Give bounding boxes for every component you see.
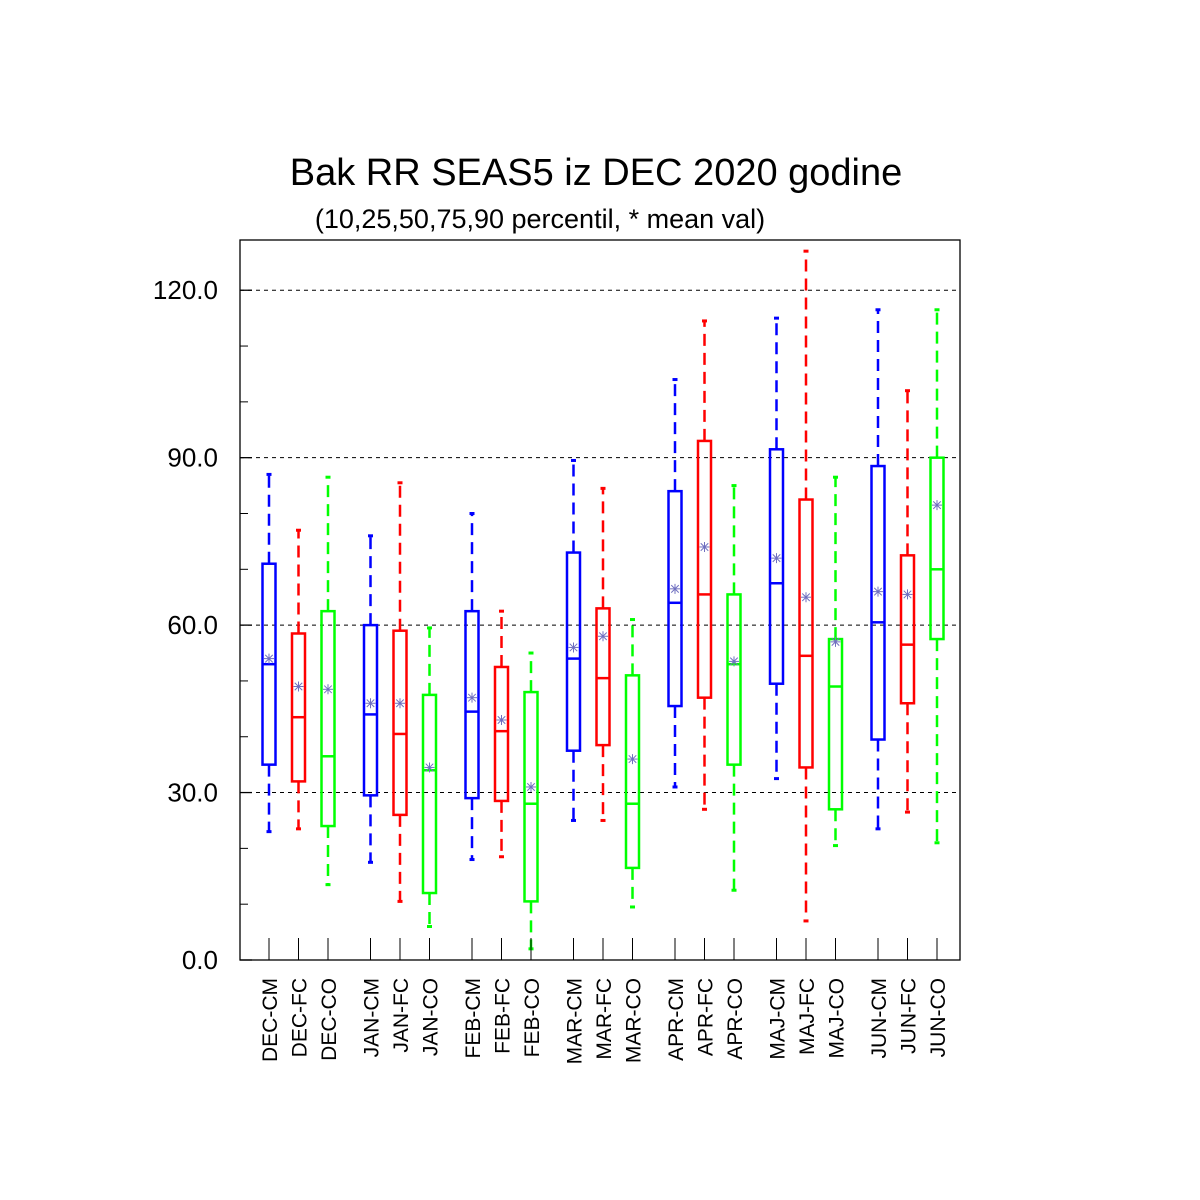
mean-stroke xyxy=(526,782,536,792)
x-tick-label: APR-CO xyxy=(724,978,747,1060)
box-dec-co xyxy=(320,609,336,828)
y-tick-label: 60.0 xyxy=(167,610,218,640)
y-tick-label: 120.0 xyxy=(153,275,218,305)
mean-stroke xyxy=(873,587,883,596)
mean-marker xyxy=(670,583,680,594)
mean-marker xyxy=(496,715,507,725)
gridlines xyxy=(240,289,960,794)
box-mar-cm xyxy=(565,551,582,752)
mean-marker xyxy=(699,541,710,552)
x-tick-label: JAN-CO xyxy=(420,978,443,1056)
y-tick-label: 90.0 xyxy=(167,443,218,473)
x-tick-label: JAN-FC xyxy=(390,978,413,1053)
box-jan-fc xyxy=(392,629,408,817)
box-maj-cm xyxy=(768,448,785,685)
box-mar-fc xyxy=(595,607,611,747)
mean-marker xyxy=(424,762,435,773)
x-tick-label: APR-FC xyxy=(695,978,718,1056)
mean-stroke xyxy=(700,542,709,552)
x-tick-label: JUN-CM xyxy=(868,978,891,1058)
y-tick-label: 0.0 xyxy=(182,945,218,975)
box-feb-cm xyxy=(464,609,480,800)
mean-marker xyxy=(932,500,942,511)
mean-marker xyxy=(264,653,274,664)
mean-stroke xyxy=(323,685,333,694)
mean-stroke xyxy=(729,657,739,666)
x-tick-label: APR-CM xyxy=(665,978,688,1061)
box-apr-cm xyxy=(667,489,683,708)
mean-stroke xyxy=(366,699,375,708)
mean-marker xyxy=(873,586,883,597)
chart-title: Bak RR SEAS5 iz DEC 2020 godine xyxy=(290,152,903,194)
x-tick-label: FEB-CM xyxy=(462,978,485,1059)
box-feb-co xyxy=(523,690,539,903)
y-tick-label: 30.0 xyxy=(167,778,218,808)
mean-stroke xyxy=(425,763,434,772)
mean-marker xyxy=(902,589,913,600)
box-jun-co xyxy=(929,456,945,641)
box-jun-cm xyxy=(870,464,886,741)
box-apr-co xyxy=(726,593,742,766)
mean-marker xyxy=(365,698,376,709)
x-tick-label: JUN-FC xyxy=(898,978,921,1054)
mean-marker xyxy=(598,631,608,642)
mean-stroke xyxy=(598,632,608,641)
mean-stroke xyxy=(772,554,781,563)
mean-marker xyxy=(568,642,579,653)
mean-stroke xyxy=(903,590,912,599)
boxes-group xyxy=(261,249,945,951)
x-tick-label: JUN-CO xyxy=(927,978,950,1057)
mean-stroke xyxy=(264,654,274,663)
mean-stroke xyxy=(932,501,942,510)
mean-stroke xyxy=(395,699,405,708)
x-tick-label: MAJ-FC xyxy=(796,978,819,1055)
x-tick-label: MAJ-CO xyxy=(826,978,849,1059)
plot-frame xyxy=(239,239,961,961)
mean-marker xyxy=(395,698,405,709)
mean-marker xyxy=(771,553,782,564)
x-tick-label: DEC-CO xyxy=(318,978,341,1061)
mean-marker xyxy=(526,781,536,792)
mean-marker xyxy=(293,681,304,692)
mean-marker xyxy=(323,684,333,695)
x-tick-label: DEC-CM xyxy=(259,978,282,1062)
mean-marker xyxy=(467,692,477,703)
x-tick-label: MAR-CM xyxy=(564,978,587,1064)
mean-marker xyxy=(729,656,739,667)
mean-stroke xyxy=(294,682,303,691)
mean-stroke xyxy=(670,584,680,593)
axes: 0.0 30.0 60.0 90.0 120.0 DEC-CM DEC-FC DEC-CO JA… xyxy=(153,275,950,1064)
box-jun-fc xyxy=(899,554,916,705)
box-dec-fc xyxy=(290,632,307,783)
mean-marker xyxy=(627,754,638,765)
x-tick-label: MAR-FC xyxy=(593,978,616,1060)
box-feb-fc xyxy=(493,665,510,803)
mean-stroke xyxy=(467,693,477,702)
box-jan-cm xyxy=(362,623,379,797)
x-tick-label: DEC-FC xyxy=(289,978,312,1057)
box-jan-co xyxy=(421,693,438,895)
mean-marker xyxy=(801,592,811,603)
box-apr-fc xyxy=(696,439,713,699)
x-tick-label: MAJ-CM xyxy=(767,978,790,1060)
mean-stroke xyxy=(831,637,840,646)
chart-subtitle: (10,25,50,75,90 percentil, * mean val) xyxy=(315,204,765,234)
mean-marker xyxy=(830,636,841,647)
x-tick-label: FEB-FC xyxy=(492,978,515,1054)
box-maj-fc xyxy=(798,498,814,769)
mean-stroke xyxy=(801,593,811,602)
x-tick-label: MAR-CO xyxy=(623,978,646,1063)
mean-stroke xyxy=(628,754,637,764)
mean-stroke xyxy=(569,643,578,652)
mean-stroke xyxy=(497,715,506,725)
box-mar-co xyxy=(624,674,641,870)
x-tick-label: JAN-CM xyxy=(361,978,384,1057)
x-tick-label: FEB-CO xyxy=(521,978,544,1057)
